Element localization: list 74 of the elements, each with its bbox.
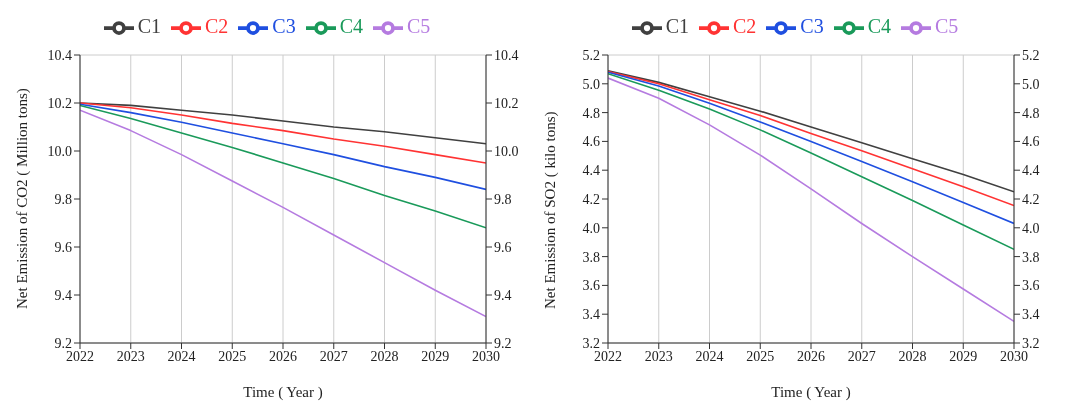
- y-tick-label: 4.0: [582, 220, 600, 236]
- y-tick-label: 5.0: [582, 76, 600, 92]
- x-tick-label: 2027: [319, 348, 348, 364]
- x-tick-label: 2026: [797, 348, 825, 364]
- y2-tick-label: 9.8: [494, 191, 512, 207]
- x-tick-label: 2027: [847, 348, 876, 364]
- y2-tick-label: 10.0: [494, 143, 519, 159]
- y-tick-label: 3.2: [582, 335, 600, 351]
- x-tick-label: 2022: [594, 348, 622, 364]
- legend-label: C2: [732, 14, 757, 37]
- legend-label: C4: [339, 14, 364, 37]
- x-tick-label: 2022: [66, 348, 94, 364]
- legend-label: C4: [867, 14, 892, 37]
- x-tick-label: 2028: [370, 348, 399, 364]
- legend-label: C2: [204, 14, 229, 37]
- x-tick-label: 2030: [1000, 348, 1028, 364]
- line-series: [80, 103, 486, 191]
- y-tick-label: 3.4: [582, 307, 600, 323]
- x-axis-title: Time ( Year ): [243, 384, 323, 401]
- x-tick-label: 2024: [695, 348, 724, 364]
- x-tick-label: 2028: [898, 348, 927, 364]
- y-tick-label: 10.4: [47, 47, 72, 63]
- y2-tick-label: 9.6: [494, 239, 512, 255]
- x-axis-title: Time ( Year ): [771, 384, 851, 401]
- line-series: [80, 104, 486, 229]
- line-series: [80, 109, 486, 318]
- y-tick-label: 4.8: [582, 105, 600, 121]
- y2-tick-label: 5.2: [1022, 47, 1040, 63]
- legend-label: C3: [800, 14, 824, 37]
- legend-label: C1: [665, 14, 689, 37]
- line-series: [80, 102, 486, 145]
- y-tick-label: 5.2: [582, 47, 600, 63]
- legend-label: C5: [935, 14, 959, 37]
- y2-tick-label: 10.4: [494, 47, 519, 63]
- y2-tick-label: 4.0: [1022, 220, 1040, 236]
- line-series: [80, 102, 486, 164]
- x-tick-label: 2023: [116, 348, 145, 364]
- y2-tick-label: 3.8: [1022, 249, 1040, 265]
- y2-tick-label: 3.2: [1022, 335, 1040, 351]
- x-tick-label: 2023: [644, 348, 673, 364]
- x-tick-label: 2024: [167, 348, 196, 364]
- x-tick-label: 2029: [949, 348, 978, 364]
- y2-tick-label: 4.6: [1022, 134, 1040, 150]
- x-tick-label: 2030: [472, 348, 500, 364]
- y-tick-label: 3.6: [582, 278, 600, 294]
- y-tick-label: 4.6: [582, 134, 600, 150]
- y2-tick-label: 4.8: [1022, 105, 1040, 121]
- x-tick-label: 2025: [218, 348, 247, 364]
- y2-tick-label: 4.2: [1022, 191, 1040, 207]
- legend-label: C5: [407, 14, 431, 37]
- legend-label: C3: [272, 14, 296, 37]
- y2-tick-label: 5.0: [1022, 76, 1040, 92]
- y2-tick-label: 3.6: [1022, 278, 1040, 294]
- y-tick-label: 9.6: [54, 239, 72, 255]
- x-tick-label: 2026: [269, 348, 297, 364]
- y-tick-label: 9.4: [54, 287, 72, 303]
- line-series: [608, 77, 1014, 323]
- y2-tick-label: 9.2: [494, 335, 512, 351]
- y-axis-title: Net Emission of CO2 ( Million tons): [14, 88, 32, 309]
- y-tick-label: 4.4: [582, 163, 600, 179]
- y-tick-label: 3.8: [582, 249, 600, 265]
- x-tick-label: 2025: [746, 348, 775, 364]
- y-tick-label: 10.2: [47, 95, 72, 111]
- y2-tick-label: 3.4: [1022, 307, 1040, 323]
- x-tick-label: 2029: [421, 348, 450, 364]
- y-tick-label: 4.2: [582, 191, 600, 207]
- y2-tick-label: 9.4: [494, 287, 512, 303]
- y2-tick-label: 10.2: [494, 95, 519, 111]
- legend-label: C1: [137, 14, 161, 37]
- y-tick-label: 9.8: [54, 191, 72, 207]
- y-tick-label: 10.0: [47, 143, 72, 159]
- y2-tick-label: 4.4: [1022, 163, 1040, 179]
- y-axis-title: Net Emission of SO2 ( kilo tons): [542, 111, 560, 309]
- y-tick-label: 9.2: [54, 335, 72, 351]
